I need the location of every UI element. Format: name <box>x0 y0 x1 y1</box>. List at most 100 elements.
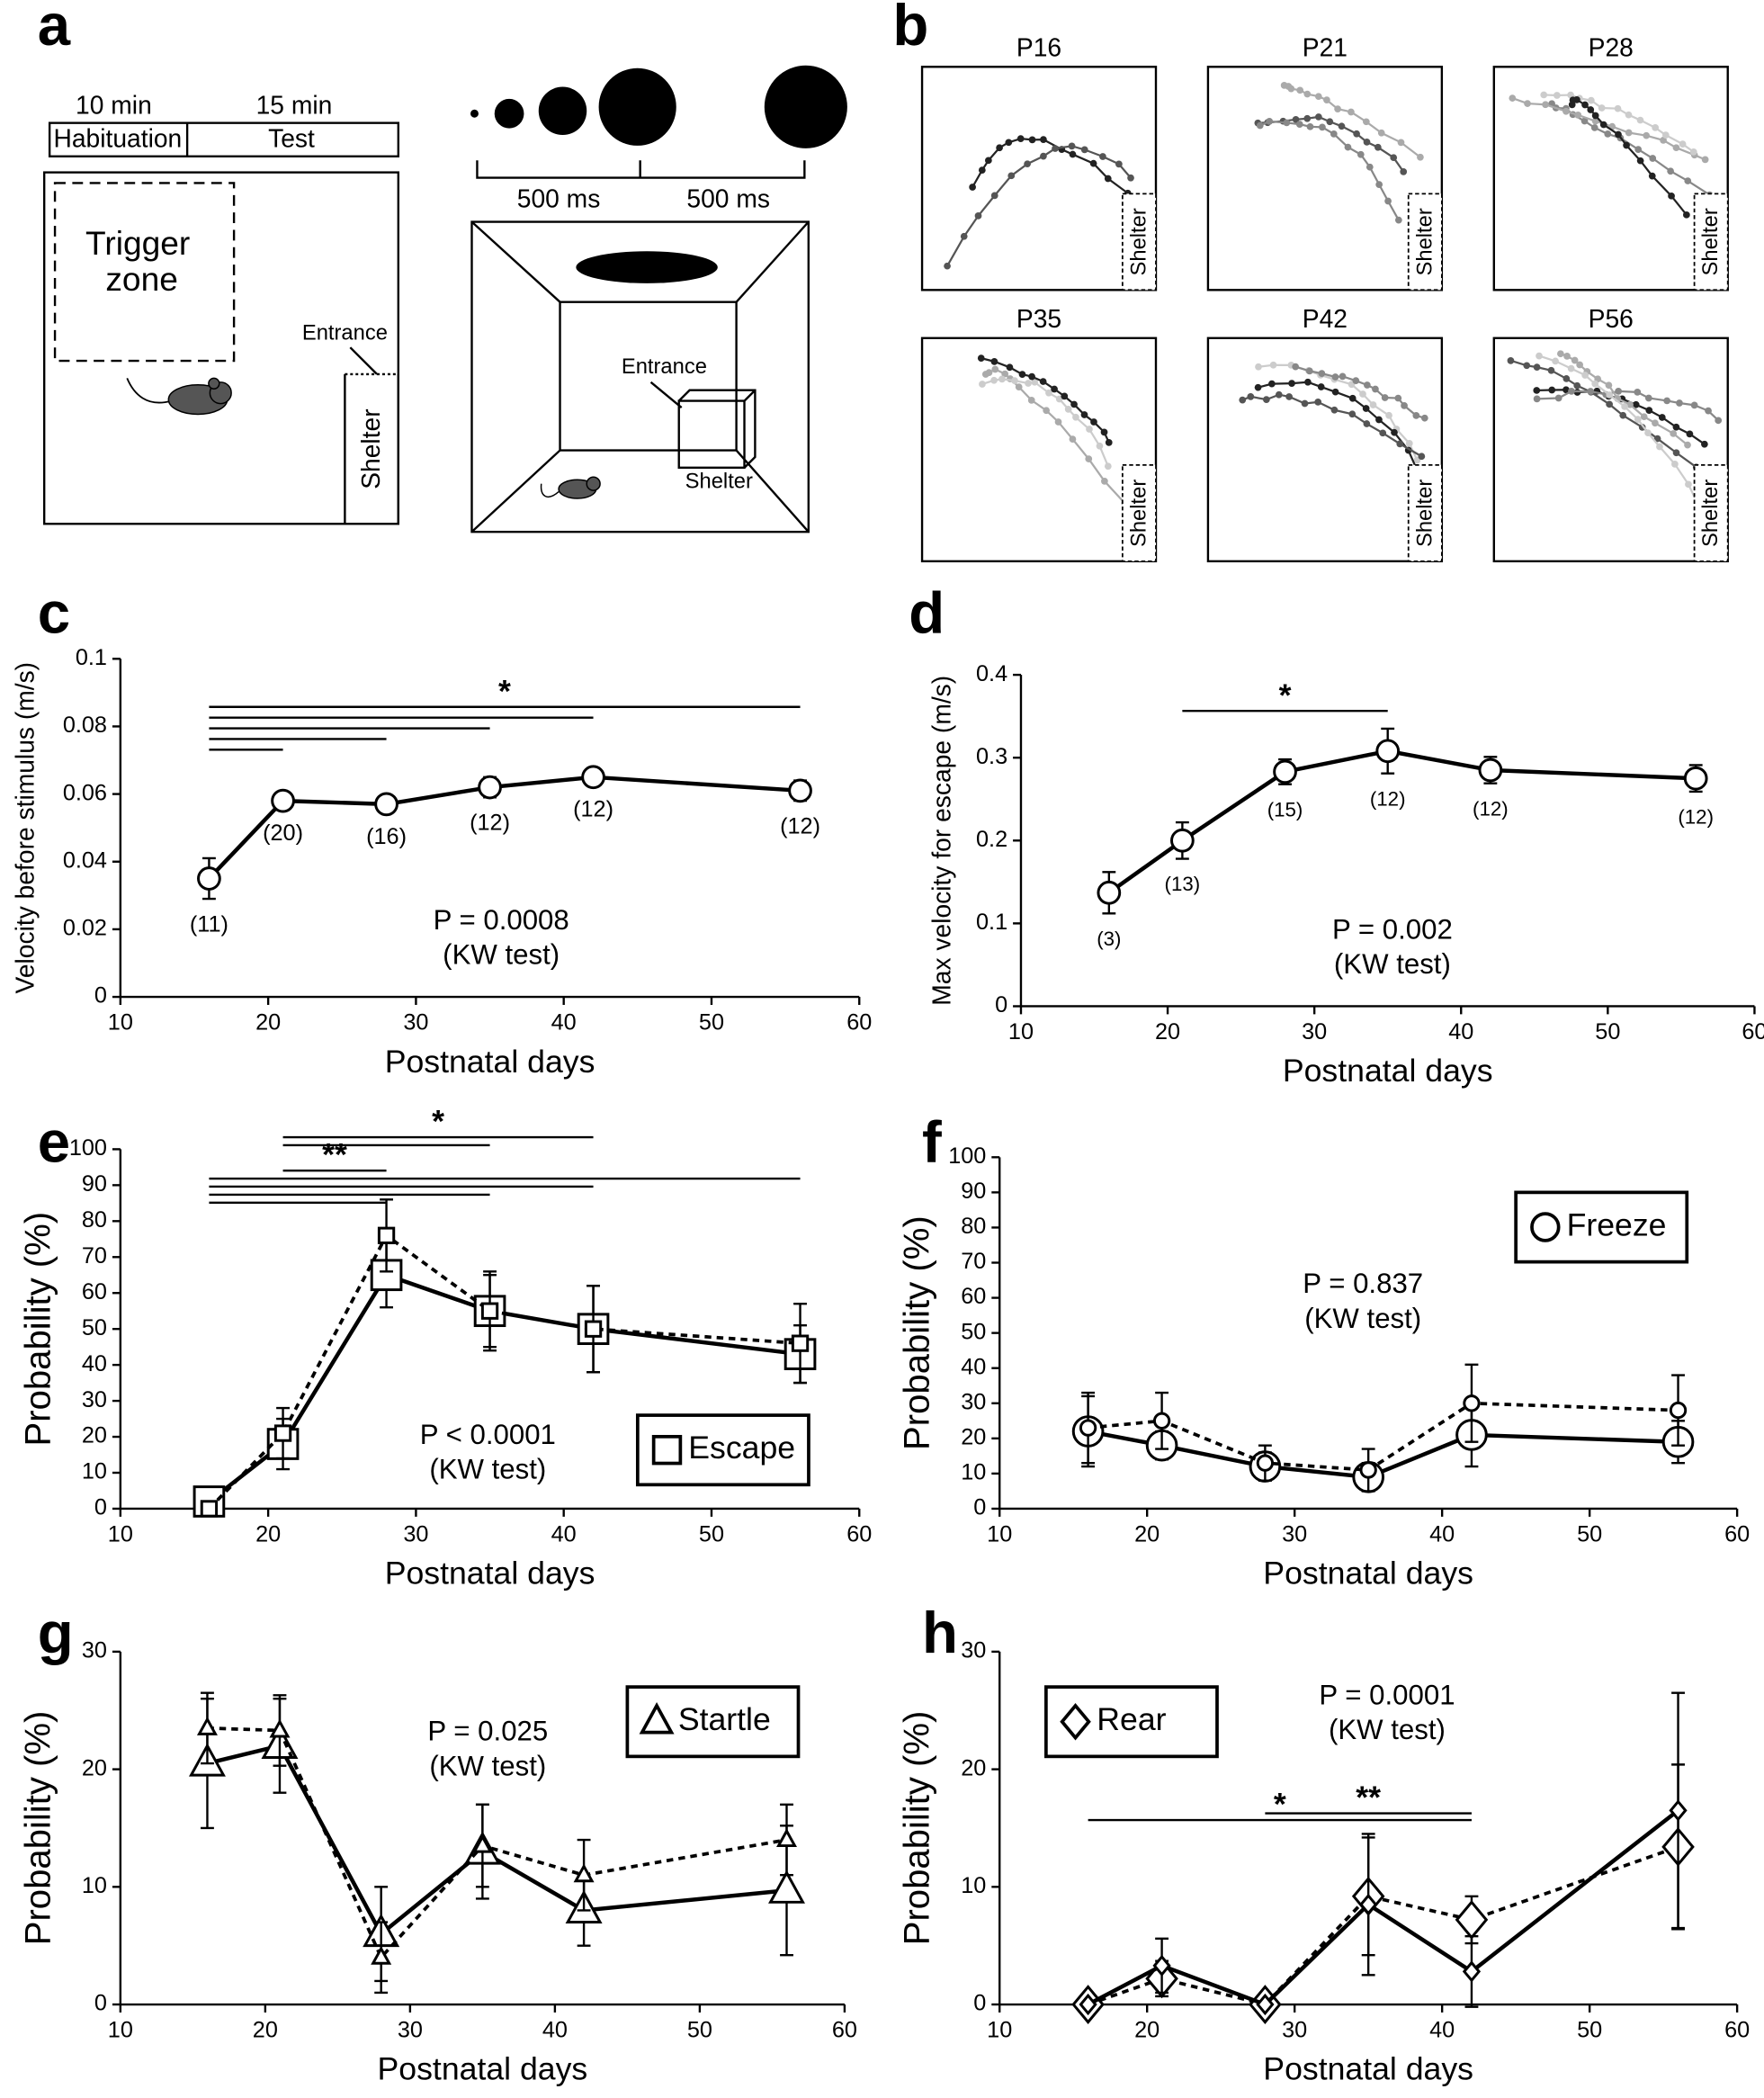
significance-label: * <box>1274 1787 1286 1823</box>
trajectory-dot <box>1362 405 1370 412</box>
shelter <box>1121 193 1157 291</box>
marker <box>196 1716 218 1735</box>
x-tick-label: 50 <box>1577 2017 1602 2042</box>
panel-letter: h <box>922 1600 958 1665</box>
trajectory-dot <box>1254 383 1262 391</box>
x-tick-label: 50 <box>699 1521 724 1547</box>
marker <box>1097 880 1122 905</box>
trajectory-dot <box>1331 373 1339 381</box>
trajectory-dot <box>1533 395 1541 403</box>
marker <box>1152 1954 1171 1977</box>
trajectory-dot <box>1247 392 1255 400</box>
significance-label: * <box>498 673 511 709</box>
y-tick-label: 80 <box>82 1207 107 1233</box>
trajectory-dot <box>1405 440 1413 447</box>
time-bracket <box>476 160 806 179</box>
trajectory-dot <box>1317 383 1325 390</box>
trajectory-dot <box>1363 381 1371 389</box>
arena <box>1206 66 1444 291</box>
trajectory-dot <box>1015 383 1023 391</box>
series-line <box>1088 1429 1679 1480</box>
panel-letter: f <box>922 1109 942 1175</box>
panel-title: P21 <box>1303 32 1348 61</box>
trajectory-dot <box>1292 115 1300 123</box>
trajectory-dot <box>1256 121 1264 130</box>
trajectory-dot <box>1353 130 1360 138</box>
y-tick-label: 0.08 <box>63 713 107 738</box>
marker <box>370 1259 403 1292</box>
stimulus-dot <box>538 86 587 136</box>
zone-label: zone <box>105 260 178 298</box>
trajectory-dot <box>1590 124 1598 131</box>
trajectory-dot <box>1648 172 1656 180</box>
y-tick-label: 30 <box>82 1387 107 1412</box>
x-tick-label: 10 <box>108 1521 133 1547</box>
interval-label: 500 ms <box>686 184 770 212</box>
panel-title: P42 <box>1303 304 1348 333</box>
marker <box>639 1702 675 1735</box>
trajectory-dot <box>1671 461 1679 468</box>
x-tick-label: 20 <box>255 1009 281 1035</box>
x-axis-label: Postnatal days <box>385 1044 595 1080</box>
marker <box>1455 1899 1489 1940</box>
trajectory-dot <box>1025 380 1032 387</box>
trajectory-dot <box>1295 121 1303 128</box>
trajectory-dot <box>1649 155 1657 162</box>
trajectory-dot <box>1587 106 1595 113</box>
marker <box>471 1834 493 1853</box>
trajectory-dot <box>1375 416 1383 424</box>
trajectory-dot <box>1330 406 1339 414</box>
x-tick-label: 50 <box>687 2017 712 2042</box>
x-tick-label: 60 <box>1724 2017 1750 2042</box>
n-label: (12) <box>470 811 510 836</box>
x-tick-label: 30 <box>398 2017 423 2042</box>
shelter-label: Shelter <box>1698 208 1723 275</box>
trajectory-dot <box>1672 449 1680 457</box>
trajectory-dot <box>1509 94 1517 102</box>
trajectory-dot <box>1563 386 1570 394</box>
trajectory-dot <box>1542 101 1549 109</box>
trajectory-dot <box>1266 118 1274 125</box>
trajectory-dot <box>1285 393 1293 400</box>
trajectory-dot <box>1357 150 1365 158</box>
trajectory-dot <box>1686 430 1694 438</box>
y-tick-label: 0.1 <box>976 910 1007 935</box>
trajectory-dot <box>1001 370 1009 378</box>
series-line <box>1087 1845 1679 2007</box>
shelter <box>1407 193 1443 291</box>
trajectory-dot <box>1690 401 1698 409</box>
marker <box>1060 1703 1091 1741</box>
shelter-label: Shelter <box>1698 480 1723 547</box>
trajectory-panel: P28 Shelter <box>1492 32 1729 291</box>
trajectory-dot <box>1606 391 1614 399</box>
trajectory-dot <box>1598 104 1606 112</box>
trajectory-dot <box>1362 118 1370 126</box>
trajectory-dot <box>1072 413 1079 421</box>
y-tick-label: 0.02 <box>63 916 107 941</box>
shelter <box>1693 193 1729 291</box>
trajectory-dot <box>1658 414 1666 421</box>
x-tick-label: 40 <box>1429 1521 1455 1547</box>
trajectory-dot <box>1660 137 1667 144</box>
trajectory-dot <box>1619 411 1627 419</box>
trajectory <box>981 378 1109 467</box>
marker <box>776 1828 798 1848</box>
phase-label: Habituation <box>53 123 182 152</box>
y-tick-label: 0.3 <box>976 744 1007 769</box>
trajectory-dot <box>1069 435 1077 443</box>
duration-label: 15 min <box>256 90 333 119</box>
trajectory-dot <box>1580 117 1589 125</box>
trajectory-dot <box>1591 117 1599 125</box>
box-outer <box>470 220 810 533</box>
y-tick-label: 70 <box>961 1249 986 1274</box>
y-tick-label: 20 <box>82 1423 107 1448</box>
trajectory-dot <box>1701 156 1709 164</box>
x-tick-label: 40 <box>1448 1019 1473 1045</box>
trajectory-dot <box>1040 152 1047 160</box>
n-label: (20) <box>263 820 303 846</box>
y-axis-label: Probability (%) <box>898 1215 937 1450</box>
trajectory-dot <box>1420 414 1428 422</box>
y-tick-label: 70 <box>82 1243 107 1269</box>
marker <box>1079 1419 1097 1437</box>
trajectory-dot <box>1018 371 1026 378</box>
